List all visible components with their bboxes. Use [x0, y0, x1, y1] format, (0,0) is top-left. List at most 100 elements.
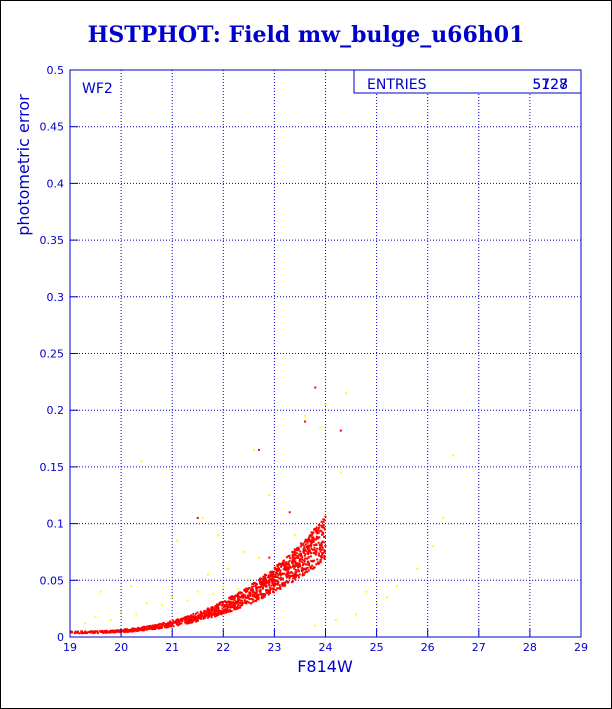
data-point	[78, 632, 81, 635]
data-point	[293, 552, 296, 555]
data-point	[199, 612, 202, 615]
data-point	[176, 619, 179, 622]
data-point	[302, 547, 305, 550]
data-point	[260, 583, 263, 586]
data-point	[230, 596, 233, 599]
data-point	[306, 570, 309, 573]
data-point	[268, 494, 271, 497]
data-point	[262, 584, 265, 587]
data-point	[274, 576, 277, 579]
data-point	[252, 600, 255, 603]
data-point	[206, 573, 209, 576]
data-point	[221, 603, 224, 606]
data-point	[158, 627, 161, 630]
data-point	[266, 591, 269, 594]
data-point	[231, 598, 234, 601]
data-point	[205, 613, 208, 616]
data-point	[252, 591, 255, 594]
data-point	[254, 584, 257, 587]
data-point	[76, 630, 79, 633]
data-point	[178, 621, 181, 624]
data-point	[177, 621, 180, 624]
data-point	[297, 565, 300, 568]
data-point	[313, 538, 316, 541]
data-point	[184, 617, 187, 620]
data-point	[258, 579, 261, 582]
data-point	[313, 546, 316, 549]
data-point	[260, 597, 263, 600]
data-point	[211, 606, 214, 609]
data-point	[222, 584, 225, 587]
data-point	[273, 585, 276, 588]
panel-label: WF2	[82, 81, 113, 97]
data-point	[319, 561, 322, 564]
chart-title: HSTPHOT: Field mw_bulge_u66h01	[87, 22, 525, 48]
data-point	[261, 581, 264, 584]
data-point	[180, 622, 183, 625]
data-point	[293, 533, 296, 536]
data-point	[323, 528, 326, 531]
data-point	[264, 584, 267, 587]
data-point	[270, 578, 273, 581]
data-points	[69, 386, 455, 635]
data-point	[165, 625, 168, 628]
data-point	[302, 559, 305, 562]
data-point	[276, 576, 279, 579]
data-point	[301, 572, 304, 575]
data-point	[166, 624, 169, 627]
data-point	[87, 630, 90, 633]
data-point	[251, 588, 254, 591]
data-point	[274, 574, 277, 577]
data-point	[279, 587, 282, 590]
data-point	[298, 553, 301, 556]
data-point	[190, 621, 193, 624]
data-point	[268, 574, 271, 577]
data-point	[214, 605, 217, 608]
data-point	[263, 576, 266, 579]
data-point	[303, 571, 306, 574]
data-point	[160, 604, 163, 607]
data-point	[185, 616, 188, 619]
data-point	[204, 616, 207, 619]
data-point	[84, 630, 87, 633]
data-point	[323, 541, 326, 544]
data-point	[180, 617, 183, 620]
data-point	[266, 589, 269, 592]
data-point	[307, 538, 310, 541]
data-point	[272, 591, 275, 594]
data-point	[224, 608, 227, 611]
data-point	[262, 594, 265, 597]
y-tick-label: 0.1	[47, 518, 65, 531]
data-point	[300, 558, 303, 561]
data-point	[322, 524, 325, 527]
data-point	[214, 615, 217, 618]
data-point	[416, 567, 419, 570]
data-point	[143, 629, 146, 632]
data-point	[227, 610, 230, 613]
data-point	[148, 627, 151, 630]
data-point	[303, 545, 306, 548]
data-point	[314, 624, 317, 627]
data-point	[179, 618, 182, 621]
data-point	[172, 621, 175, 624]
data-point	[216, 606, 219, 609]
data-point	[237, 591, 240, 594]
data-point	[163, 625, 166, 628]
data-point	[210, 613, 213, 616]
data-point	[277, 577, 280, 580]
data-point	[196, 619, 199, 622]
data-point	[84, 622, 87, 625]
data-point	[217, 607, 220, 610]
y-tick-label: 0.2	[47, 404, 65, 417]
data-point	[334, 618, 337, 621]
data-point	[320, 554, 323, 557]
data-point	[148, 625, 151, 628]
data-point	[233, 597, 236, 600]
data-point	[130, 628, 133, 631]
data-point	[233, 605, 236, 608]
data-point	[184, 618, 187, 621]
data-point	[239, 592, 242, 595]
data-point	[224, 604, 227, 607]
data-point	[217, 608, 220, 611]
data-point	[307, 536, 310, 539]
